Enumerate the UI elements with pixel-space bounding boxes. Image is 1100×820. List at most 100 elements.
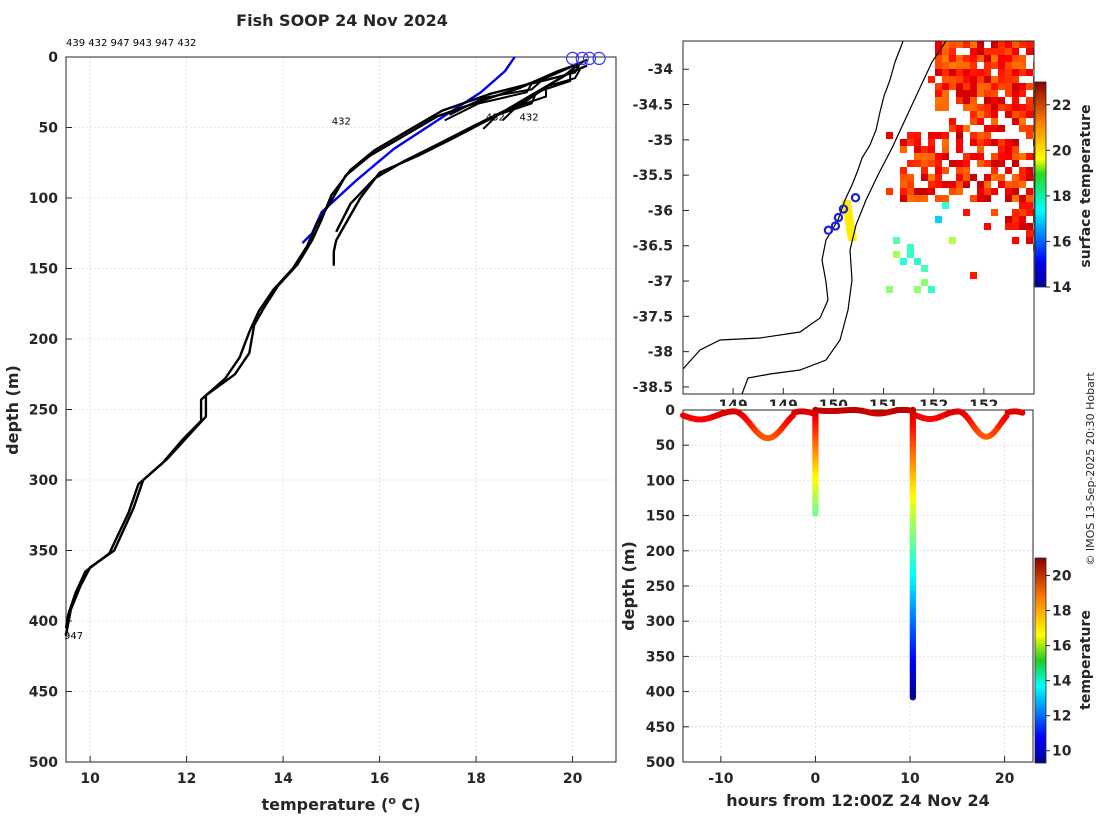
profile-line: [64, 61, 583, 629]
tick-label-y: 300: [29, 473, 58, 489]
sst-pixel: [984, 69, 991, 76]
sst-pixel: [963, 104, 970, 111]
sst-pixel: [935, 104, 942, 111]
sst-pixel: [942, 181, 949, 188]
map-tick-label-y: -34: [648, 62, 674, 78]
sst-pixel: [991, 125, 998, 132]
sst-pixel: [921, 153, 928, 160]
sst-pixel: [998, 125, 1005, 132]
sst-pixel: [921, 174, 928, 181]
temp-colorbar-tick-label: 20: [1052, 569, 1072, 585]
sst-pixel: [907, 251, 914, 258]
sst-pixel: [1019, 90, 1026, 97]
sst-pixel: [900, 181, 907, 188]
sst-pixel: [1019, 111, 1026, 118]
sst-pixel: [970, 272, 977, 279]
tick-label-x: 20: [563, 771, 583, 787]
sst-pixel: [921, 160, 928, 167]
sst-pixel: [846, 225, 855, 231]
sst-pixel: [942, 195, 949, 202]
sst-pixel: [949, 125, 956, 132]
sst-pixel: [1012, 62, 1019, 69]
sst-pixel: [1012, 237, 1019, 244]
sst-pixel: [991, 76, 998, 83]
sst-pixel: [1026, 48, 1033, 55]
sst-pixel: [1019, 125, 1026, 132]
sst-pixel: [893, 237, 900, 244]
sst-pixel: [1012, 83, 1019, 90]
sst-pixel: [998, 83, 1005, 90]
sst-pixel: [963, 160, 970, 167]
sst-pixel: [991, 118, 998, 125]
sst-pixel: [991, 174, 998, 181]
station-markers: [823, 193, 861, 235]
time-tick-label-y: 450: [646, 720, 675, 736]
time-tick-label-x: 10: [900, 771, 920, 787]
sst-pixel: [1019, 41, 1026, 48]
sst-pixel: [963, 69, 970, 76]
sst-pixel: [984, 125, 991, 132]
sst-pixel: [984, 55, 991, 62]
sst-pixel: [991, 111, 998, 118]
sst-pixel: [1026, 83, 1033, 90]
sst-pixel: [1012, 55, 1019, 62]
sst-pixel: [1012, 181, 1019, 188]
sst-pixel: [942, 97, 949, 104]
sst-pixel: [949, 188, 956, 195]
sst-pixel: [1019, 181, 1026, 188]
sst-pixel: [963, 167, 970, 174]
sst-pixel: [991, 83, 998, 90]
sst-pixel: [1019, 153, 1026, 160]
sst-pixel: [942, 62, 949, 69]
sst-pixel: [963, 90, 970, 97]
sst-pixel: [942, 76, 949, 83]
sst-pixel: [1026, 125, 1033, 132]
x-axis-label-main: temperature (: [261, 795, 388, 814]
sst-pixel: [970, 195, 977, 202]
sst-pixel: [970, 153, 977, 160]
sst-pixel: [1026, 188, 1033, 195]
sst-pixel: [1005, 55, 1012, 62]
station-marker: [830, 221, 841, 231]
time-tick-label-y: 200: [646, 544, 675, 560]
sst-pixel: [991, 97, 998, 104]
profile-lines: 947 432 432 432: [64, 51, 606, 642]
time-tick-label-y: 300: [646, 614, 675, 630]
sst-pixel: [956, 55, 963, 62]
sst-pixel: [956, 146, 963, 153]
sst-pixel: [928, 160, 935, 167]
time-tick-label-y: 100: [646, 473, 675, 489]
sst-pixel: [1012, 48, 1019, 55]
sst-pixel: [1026, 132, 1033, 139]
sst-pixel: [942, 55, 949, 62]
sst-pixel: [1005, 41, 1012, 48]
sst-pixel: [984, 111, 991, 118]
sst-pixel: [1012, 76, 1019, 83]
profile-axes-box: [65, 56, 617, 763]
sst-pixel: [935, 153, 942, 160]
sst-pixel: [1019, 209, 1026, 216]
sst-pixel: [1005, 216, 1012, 223]
sst-pixel: [956, 132, 963, 139]
map-field: [683, 41, 1034, 394]
x-axis-label-tail: C): [396, 795, 421, 814]
time-grid: [683, 409, 1033, 763]
tick-label-y: 50: [39, 121, 59, 137]
sst-pixel: [998, 174, 1005, 181]
sst-pixel: [907, 188, 914, 195]
sst-pixel: [998, 181, 1005, 188]
sst-pixel: [970, 76, 977, 83]
sst-pixel: [998, 41, 1005, 48]
sst-pixel: [1005, 48, 1012, 55]
sst-pixel: [970, 104, 977, 111]
sst-pixel: [956, 97, 963, 104]
sst-pixel: [1026, 202, 1033, 209]
sst-pixel: [1005, 111, 1012, 118]
sst-pixel: [977, 118, 984, 125]
sst-pixel: [935, 69, 942, 76]
map-tick-label-y: -35.5: [633, 168, 673, 184]
sst-pixel: [949, 76, 956, 83]
sst-pixel: [977, 69, 984, 76]
time-depth-points: [680, 406, 1026, 701]
sst-pixel: [1012, 41, 1019, 48]
